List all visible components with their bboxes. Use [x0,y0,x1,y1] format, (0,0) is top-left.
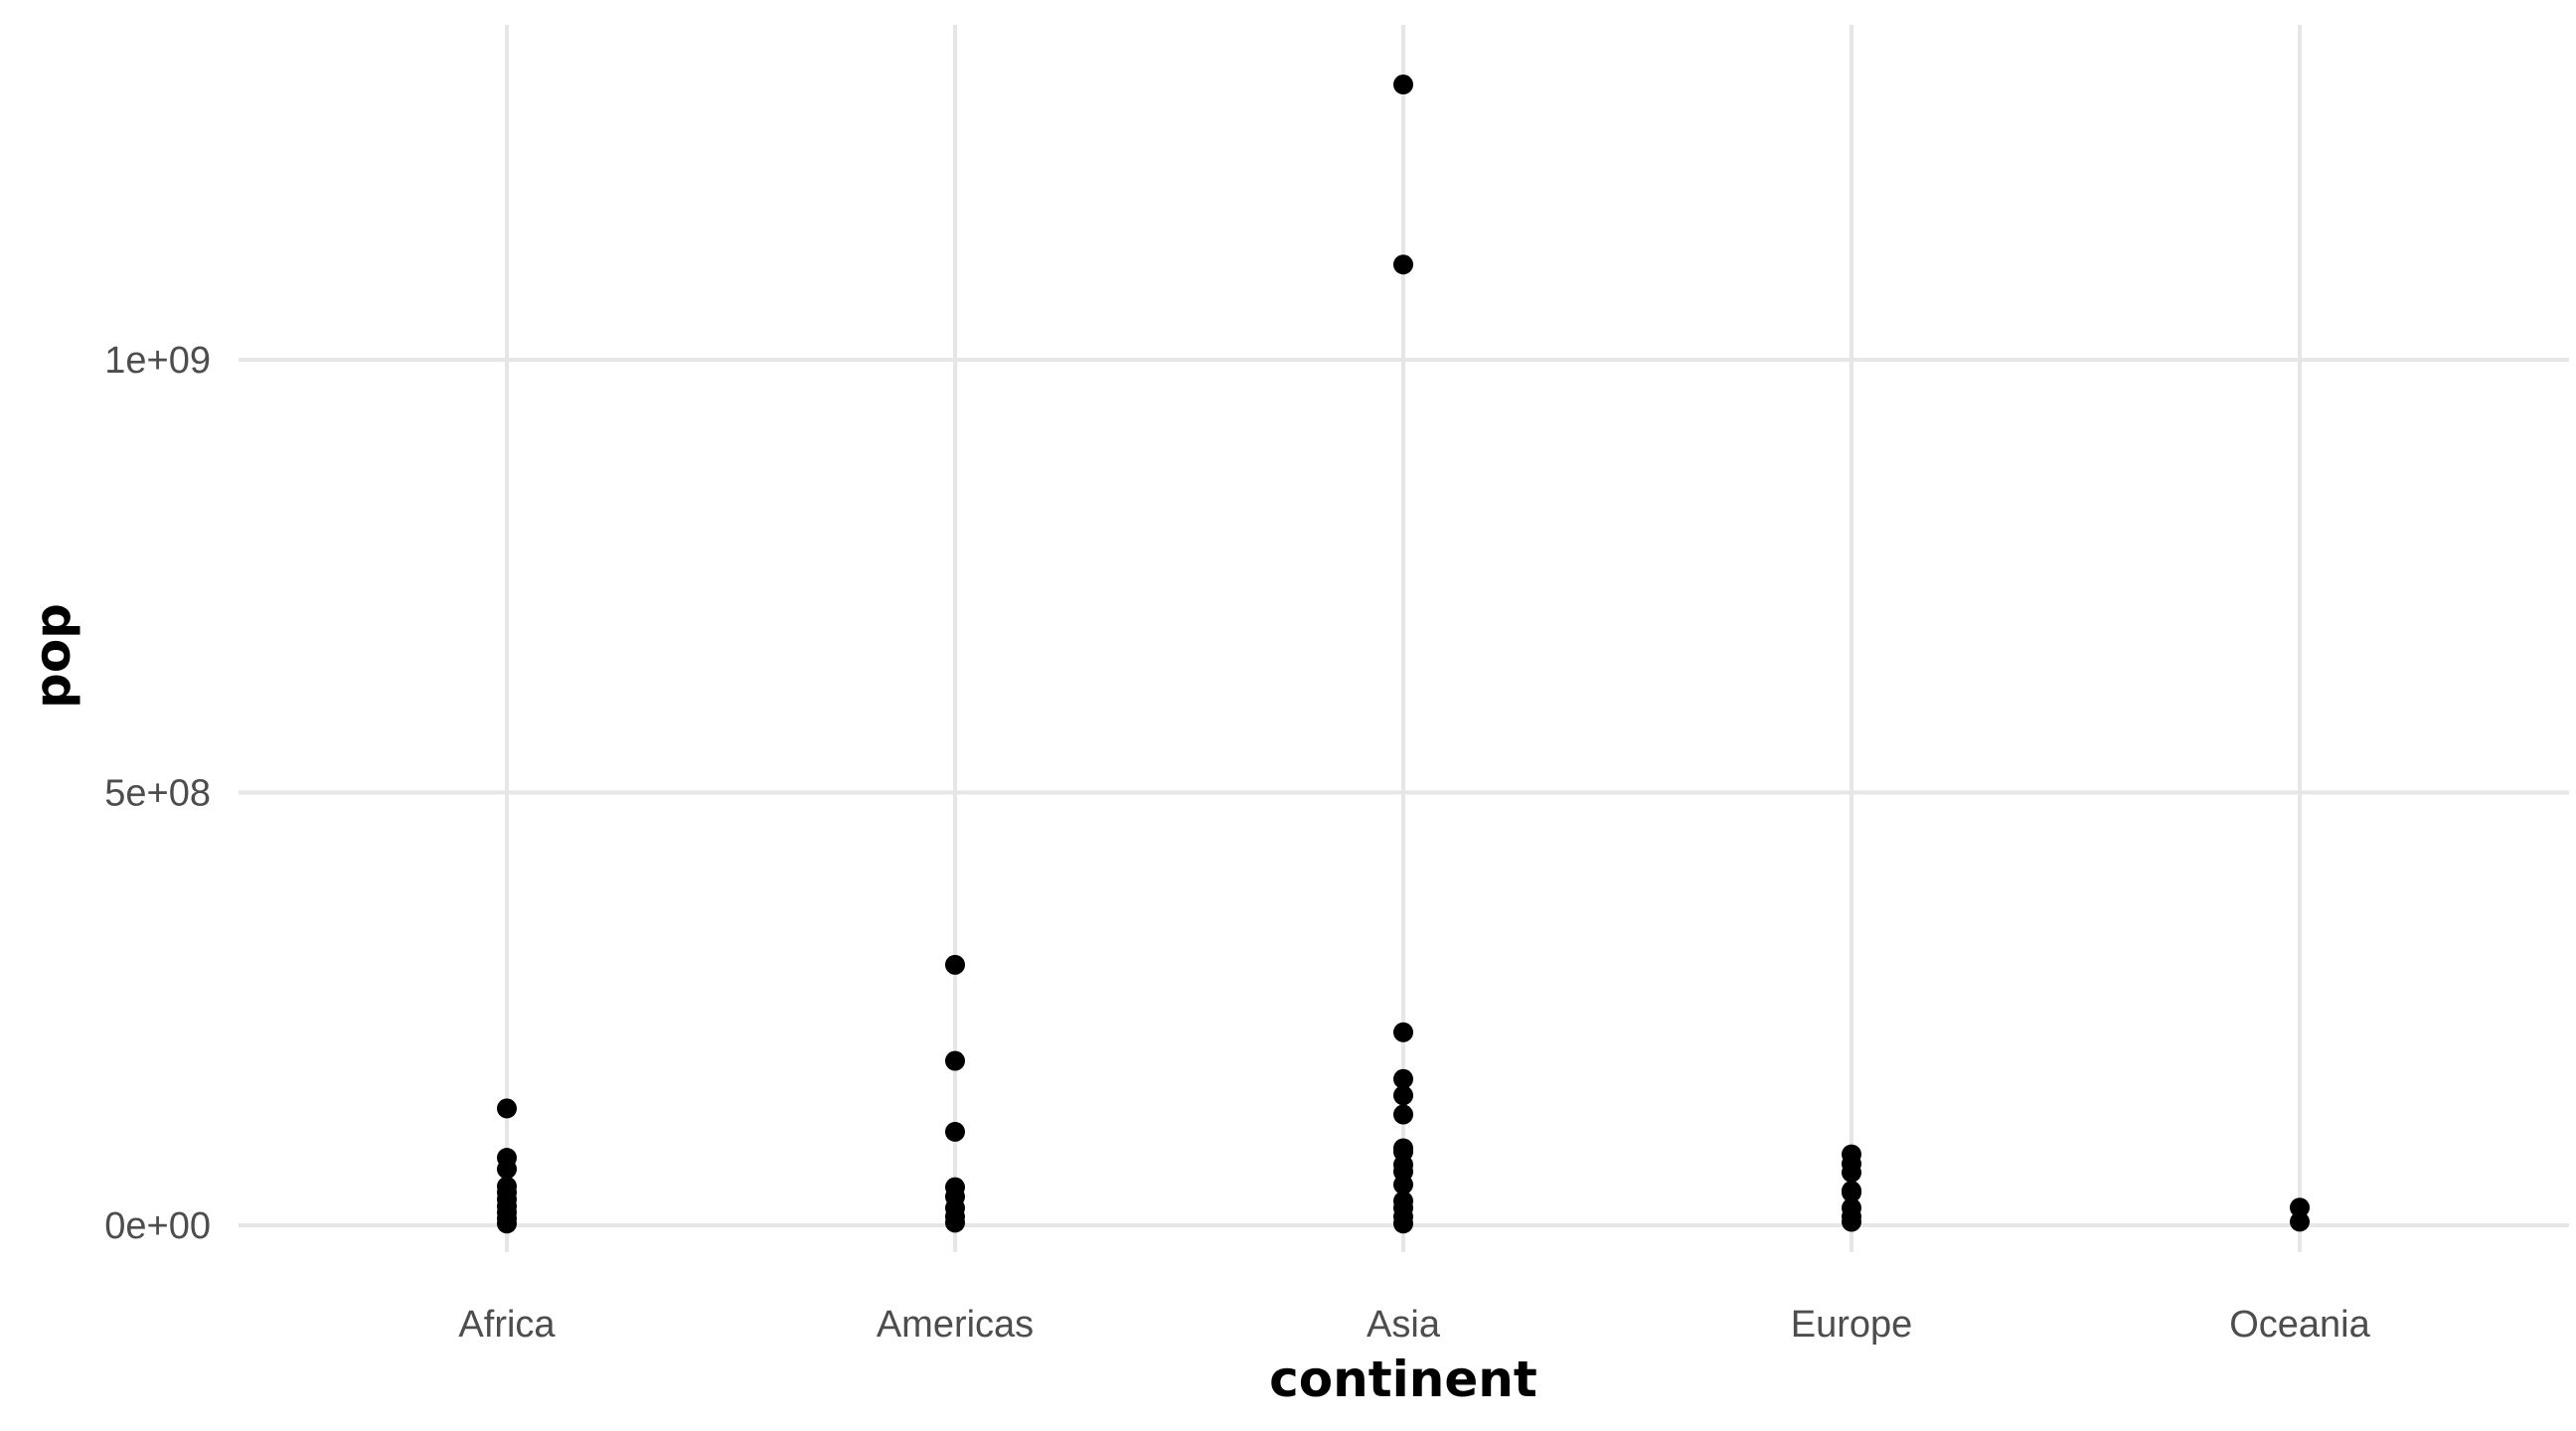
x-axis-title: continent [1269,1351,1537,1408]
data-point [1842,1162,1861,1183]
data-point [945,1212,965,1233]
data-point [1393,75,1413,95]
data-point [1393,1175,1413,1195]
data-point [2290,1197,2310,1218]
data-point [497,1213,517,1234]
y-tick-label: 5e+08 [104,773,211,815]
data-point [1393,1213,1413,1234]
data-point [1842,1211,1861,1232]
data-point [1842,1182,1861,1202]
data-point [1393,1068,1413,1089]
data-point [497,1159,517,1180]
labels-layer: 0e+00 5e+08 1e+09 Africa Americas Asia Europe O… [104,340,2370,1346]
y-tick-label: 1e+09 [104,340,211,382]
x-tick-label: Americas [877,1304,1034,1346]
y-axis-title: pop [24,603,81,709]
x-tick-label: Oceania [2229,1304,2370,1346]
x-tick-label: Africa [458,1304,556,1346]
y-tick-label: 0e+00 [104,1205,211,1247]
data-point [2290,1211,2310,1232]
data-point [497,1098,517,1119]
data-point [1393,1085,1413,1106]
grid-layer [239,25,2569,1252]
data-point [1393,1022,1413,1042]
data-point [945,1050,965,1071]
points-layer [497,75,2310,1234]
x-tick-label: Asia [1367,1304,1441,1346]
x-tick-label: Europe [1791,1304,1913,1346]
data-point [1393,1104,1413,1125]
data-point [945,954,965,975]
data-point [945,1121,965,1142]
data-point [1393,254,1413,275]
